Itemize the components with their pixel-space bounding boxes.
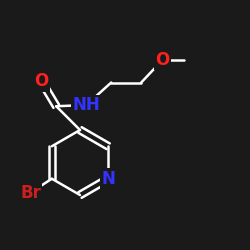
Text: N: N (101, 170, 115, 188)
Text: O: O (34, 72, 48, 90)
Text: O: O (155, 51, 170, 69)
Text: NH: NH (72, 96, 100, 114)
Text: Br: Br (20, 184, 41, 202)
